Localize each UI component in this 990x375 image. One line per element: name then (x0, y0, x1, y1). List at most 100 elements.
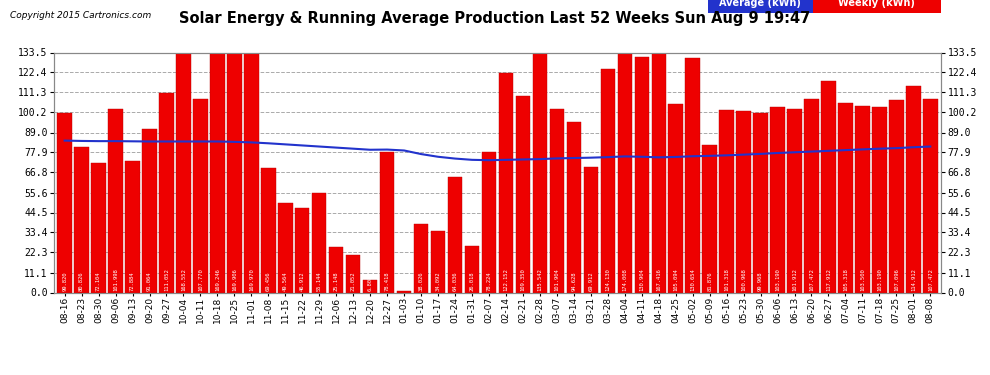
Text: 81.876: 81.876 (707, 271, 712, 291)
Text: 174.008: 174.008 (623, 268, 628, 291)
Bar (499, 73, 513, 292)
Text: 167.416: 167.416 (656, 268, 661, 291)
Bar (651, 0, 666, 292)
Text: 101.318: 101.318 (724, 268, 729, 291)
Text: 169.246: 169.246 (215, 268, 220, 291)
Bar (295, 208, 310, 292)
Bar (227, 0, 242, 292)
Text: 105.094: 105.094 (673, 268, 678, 291)
Bar (431, 231, 446, 292)
Text: Copyright 2015 Cartronics.com: Copyright 2015 Cartronics.com (10, 11, 151, 20)
Text: 122.152: 122.152 (504, 268, 509, 291)
Text: 101.998: 101.998 (113, 268, 118, 291)
Text: 101.904: 101.904 (554, 268, 559, 291)
Text: 130.904: 130.904 (640, 268, 644, 291)
Text: 64.036: 64.036 (452, 271, 457, 291)
Bar (482, 152, 496, 292)
Text: 100.968: 100.968 (742, 268, 746, 291)
Bar (533, 49, 547, 292)
Bar (414, 224, 429, 292)
Bar (584, 167, 598, 292)
Text: 114.912: 114.912 (911, 268, 916, 291)
Bar (329, 247, 344, 292)
Bar (753, 113, 768, 292)
Bar (703, 145, 717, 292)
Text: 25.148: 25.148 (334, 271, 339, 291)
Text: 26.018: 26.018 (469, 271, 474, 291)
Bar (822, 81, 836, 292)
Text: 49.564: 49.564 (283, 271, 288, 291)
Text: 78.224: 78.224 (486, 271, 491, 291)
Text: 135.542: 135.542 (538, 268, 543, 291)
Text: 107.472: 107.472 (809, 268, 814, 291)
Bar (855, 106, 869, 292)
Text: 55.144: 55.144 (317, 271, 322, 291)
Text: 101.912: 101.912 (792, 268, 797, 291)
Text: 124.130: 124.130 (605, 268, 610, 291)
Bar (380, 152, 394, 292)
Bar (346, 255, 360, 292)
Bar (193, 99, 208, 292)
Bar (839, 103, 852, 292)
Text: 46.912: 46.912 (300, 271, 305, 291)
Text: 78.418: 78.418 (385, 271, 390, 291)
Bar (91, 163, 106, 292)
Bar (906, 86, 921, 292)
Bar (312, 194, 327, 292)
Bar (804, 99, 819, 292)
Bar (447, 177, 462, 292)
Bar (635, 57, 649, 292)
Text: 105.318: 105.318 (842, 268, 848, 291)
Text: 169.970: 169.970 (248, 268, 253, 291)
Bar (210, 0, 225, 292)
Bar (668, 104, 683, 292)
Bar (363, 280, 377, 292)
Text: 94.628: 94.628 (571, 271, 576, 291)
Bar (261, 168, 275, 292)
Bar (601, 69, 615, 292)
Bar (685, 58, 700, 292)
Text: 103.190: 103.190 (877, 268, 882, 291)
Bar (74, 147, 89, 292)
Text: 168.552: 168.552 (181, 268, 186, 291)
Text: 21.052: 21.052 (350, 271, 355, 291)
Bar (159, 93, 173, 292)
Bar (126, 162, 140, 292)
Text: 69.456: 69.456 (266, 271, 271, 291)
Bar (770, 107, 785, 292)
Text: 103.190: 103.190 (775, 268, 780, 291)
Bar (889, 100, 904, 292)
Text: Average (kWh): Average (kWh) (720, 0, 801, 8)
Bar (143, 129, 156, 292)
Bar (618, 0, 632, 292)
Text: 34.092: 34.092 (436, 271, 441, 291)
Bar (397, 291, 411, 292)
Bar (108, 109, 123, 292)
Text: 107.770: 107.770 (198, 268, 203, 291)
Bar (176, 0, 191, 292)
Text: 91.064: 91.064 (147, 271, 152, 291)
Text: 109.350: 109.350 (521, 268, 526, 291)
Text: 130.654: 130.654 (690, 268, 695, 291)
Bar (737, 111, 750, 292)
Bar (245, 0, 258, 292)
Text: 80.826: 80.826 (79, 271, 84, 291)
Text: 111.052: 111.052 (164, 268, 169, 291)
Bar (923, 99, 938, 292)
Bar (549, 109, 564, 292)
Text: 117.912: 117.912 (826, 268, 831, 291)
Text: 6.808: 6.808 (367, 274, 372, 291)
Text: 107.096: 107.096 (894, 268, 899, 291)
Text: 107.472: 107.472 (928, 268, 933, 291)
Text: 99.968: 99.968 (758, 271, 763, 291)
Text: 169.906: 169.906 (232, 268, 237, 291)
Bar (464, 246, 479, 292)
Text: Weekly (kWh): Weekly (kWh) (839, 0, 915, 8)
Bar (516, 96, 531, 292)
Text: 38.026: 38.026 (419, 271, 424, 291)
Bar (57, 113, 72, 292)
Text: Solar Energy & Running Average Production Last 52 Weeks Sun Aug 9 19:47: Solar Energy & Running Average Productio… (179, 11, 811, 26)
Text: 69.912: 69.912 (588, 271, 593, 291)
Bar (720, 110, 734, 292)
Text: 103.500: 103.500 (860, 268, 865, 291)
